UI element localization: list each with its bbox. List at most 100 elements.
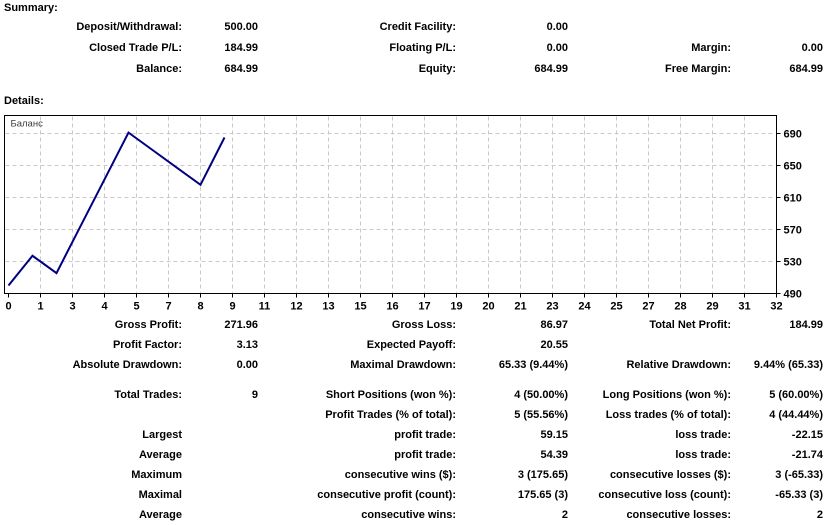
summary-cell-label: Balance: [136,63,182,75]
details-cell-label: consecutive losses ($): [609,469,731,481]
details-cell-value: 9 [251,389,258,401]
details-cell-label: profit trade: [394,449,456,461]
y-tick-label: 690 [784,129,802,141]
details-cell-label: Total Trades: [114,389,182,401]
summary-cell-value: 684.99 [789,63,823,75]
details-cell-value: 271.96 [224,319,258,331]
details-cell-value: 2 [816,509,823,521]
x-tick-label: 21 [514,301,526,311]
x-tick-label: 31 [738,301,750,311]
x-tick-label: 13 [322,301,334,311]
y-tick-label: 570 [784,225,802,237]
details-cell-label: Average [138,449,182,461]
details-cell-value [182,485,258,505]
x-tick-label: 23 [546,301,558,311]
details-cell-label: Relative Drawdown: [626,359,731,371]
details-cell-value: 20.55 [540,339,568,351]
summary-cell-label: Floating P/L: [389,42,456,54]
details-cell-label: Profit Trades (% of total): [325,409,456,421]
summary-cell-label: Free Margin: [664,63,731,75]
details-cell-value: 59.15 [540,429,568,441]
x-tick-label: 4 [101,301,108,311]
x-tick-label: 19 [450,301,462,311]
x-tick-label: 7 [165,301,171,311]
details-cell-value: 3 (175.65) [517,469,568,481]
summary-cell-label: Credit Facility: [379,21,456,33]
details-cell-value: 65.33 (9.44%) [498,359,568,371]
summary-cell-label [568,17,731,38]
details-cell-value: -21.74 [791,449,823,461]
x-tick-label: 17 [418,301,430,311]
summary-cell-label: Margin: [691,42,731,54]
x-tick-label: 12 [290,301,302,311]
details-cell-value: 86.97 [540,319,568,331]
x-tick-label: 28 [674,301,686,311]
details-cell-label: profit trade: [394,429,456,441]
x-tick-label: 1 [37,301,43,311]
details-cell-label: Short Positions (won %): [325,389,456,401]
chart-frame [4,115,777,294]
details-cell-value: 184.99 [789,319,823,331]
x-tick-label: 9 [229,301,235,311]
details-cell-value: 175.65 (3) [517,489,568,501]
details-cell-label: Gross Loss: [391,319,456,331]
x-tick-label: 5 [133,301,139,311]
x-tick-label: 32 [770,301,782,311]
balance-chart: 0 1 3 4 5 7 8 9 11 12 13 15 16 17 19 20 21 23 24 25 27 28 29 31… [4,115,802,311]
x-tick-label: 15 [354,301,366,311]
x-tick-label: 24 [578,301,591,311]
chart-series-label: Баланс [11,119,44,130]
details-cell-label: consecutive wins ($): [344,469,456,481]
details-cell-label: Maximal Drawdown: [350,359,456,371]
summary-cell-value: 0.00 [801,42,823,54]
details-cell-label: Absolute Drawdown: [72,359,182,371]
details-cell-value: 54.39 [540,449,568,461]
details-cell-value: 4 (44.44%) [769,409,823,421]
y-tick-label: 610 [784,193,802,205]
details-cell-label: Loss trades (% of total): [605,409,731,421]
details-cell-value [731,335,823,355]
summary-section-title: Summary: [4,2,58,14]
details-cell-value: -22.15 [791,429,823,441]
details-cell-value [182,445,258,465]
details-cell-value: -65.33 (3) [775,489,823,501]
summary-cell-label: Deposit/Withdrawal: [76,21,182,33]
summary-table: Deposit/Withdrawal: 500.00 Credit Facility… [0,17,832,80]
details-cell-value: 3.13 [236,339,258,351]
details-cell-value [182,505,258,525]
summary-cell-value: 0.00 [546,42,568,54]
y-tick-label: 650 [784,161,802,173]
summary-cell-label: Closed Trade P/L: [89,42,182,54]
details-cell-label: Profit Factor: [112,339,182,351]
summary-cell-value [731,17,823,38]
details-cell-label: Largest [142,429,182,441]
y-tick-label: 490 [784,289,802,301]
details-cell-value [182,405,258,425]
details-cell-label [568,335,731,355]
x-tick-label: 29 [706,301,718,311]
x-tick-label: 25 [610,301,622,311]
details-cell-value: 4 (50.00%) [514,389,568,401]
x-tick-label: 8 [197,301,203,311]
x-tick-label: 0 [5,301,11,311]
details-cell-value: 3 (-65.33) [775,469,823,481]
x-tick-label: 16 [386,301,398,311]
details-cell-value: 9.44% (65.33) [753,359,823,371]
details-cell-label: Long Positions (won %): [602,389,731,401]
details-cell-value [182,465,258,485]
x-tick-label: 27 [642,301,654,311]
details-cell-label [0,405,182,425]
details-cell-label: loss trade: [675,429,731,441]
details-cell-value [182,425,258,445]
details-cell-value: 0.00 [236,359,258,371]
x-tick-label: 3 [69,301,75,311]
summary-cell-value: 684.99 [534,63,568,75]
details-cell-label: consecutive wins: [361,509,456,521]
x-tick-label: 11 [259,301,271,311]
details-cell-label: Gross Profit: [114,319,182,331]
details-cell-label: consecutive losses: [626,509,731,521]
summary-cell-value: 684.99 [224,63,258,75]
summary-cell-value: 500.00 [224,21,258,33]
details-cell-label: Average [138,509,182,521]
details-table-profit-stats: Gross Profit: 271.96 Gross Loss: 86.97 Total… [0,315,832,375]
